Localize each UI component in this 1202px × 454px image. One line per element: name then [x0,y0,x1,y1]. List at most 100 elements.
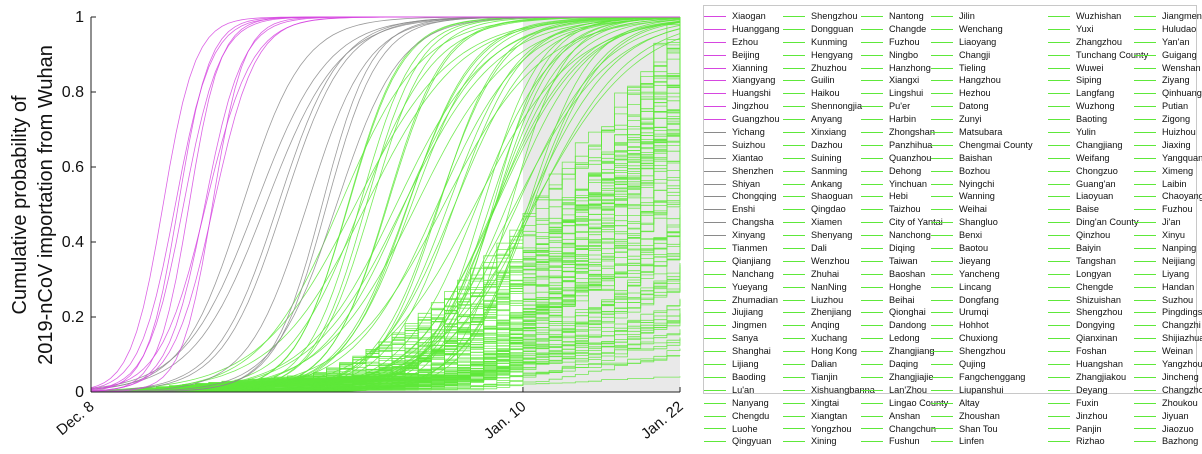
legend-swatch [861,16,883,17]
legend-label: Yulin [1076,126,1096,139]
legend-swatch [783,196,805,197]
legend-swatch [931,222,953,223]
legend-label: Baiyin [1076,242,1101,255]
legend-swatch [931,119,953,120]
legend-item: Baoding [704,371,780,384]
legend-label: Shengzhou [811,10,858,23]
legend-label: Matsubara [959,126,1002,139]
legend-item: Tieling [931,62,1033,75]
legend-swatch [1134,390,1156,391]
legend-item: Jingzhou [704,100,780,113]
legend-swatch [861,171,883,172]
legend-item: Nanyang [704,397,780,410]
legend-label: Anshan [889,410,920,423]
legend-swatch [783,16,805,17]
legend-swatch [1134,196,1156,197]
legend-label: Zhenjiang [811,306,851,319]
legend-item: Shiyan [704,178,780,191]
legend-label: Luohe [732,423,758,436]
legend-label: Bozhou [959,165,990,178]
legend-label: Harbin [889,113,916,126]
legend-label: Zhangjiakou [1076,371,1126,384]
x-tick-labels: Dec. 8 Jan. 10 Jan. 22 [53,398,686,443]
legend-label: Lijiang [732,358,759,371]
legend-label: Panjin [1076,423,1102,436]
legend-label: Yongzhou [811,423,852,436]
legend-swatch [704,261,726,262]
legend-item: Suzhou [1134,294,1202,307]
legend-label: Wanning [959,190,995,203]
legend-swatch [861,55,883,56]
legend-item: Zhoushan [931,410,1033,423]
legend-label: Jieyang [959,255,991,268]
legend-label: Guigang [1162,49,1197,62]
legend-label: Daqing [889,358,918,371]
legend-label: Honghe [889,281,921,294]
legend-item: Huangshi [704,87,780,100]
legend-swatch [1134,403,1156,404]
legend-swatch [1048,416,1070,417]
legend-swatch [704,132,726,133]
legend-label: Quanzhou [889,152,931,165]
legend-item: Liupanshui [931,384,1033,397]
legend-swatch [861,119,883,120]
legend-swatch [783,351,805,352]
legend-label: Jingmen [732,319,767,332]
x-tick-label: Dec. 8 [53,398,97,439]
legend-label: Tianjin [811,371,838,384]
legend-label: Yuxi [1076,23,1093,36]
legend-item: Shengzhou [931,345,1033,358]
legend-item: Hangzhou [931,74,1033,87]
legend-label: Qionghai [889,306,926,319]
legend-column: Jilin Wenchang Liaoyang Changji Tieling Hangz… [931,10,1033,448]
legend-label: Ezhou [732,36,758,49]
legend-label: Panzhihua [889,139,932,152]
legend-swatch [861,325,883,326]
legend-swatch [861,29,883,30]
legend-label: Taiwan [889,255,918,268]
legend-label: Chaoyang [1162,190,1202,203]
legend-label: Dongfang [959,294,999,307]
legend-swatch [1134,171,1156,172]
legend-swatch [861,184,883,185]
legend-item: Weihai [931,203,1033,216]
legend-swatch [1048,441,1070,442]
legend-swatch [861,351,883,352]
legend-swatch [861,261,883,262]
legend-item: Wenchang [931,23,1033,36]
legend-swatch [783,364,805,365]
legend-label: Handan [1162,281,1194,294]
legend-label: Zhoushan [959,410,1000,423]
legend-label: Liuzhou [811,294,843,307]
legend-swatch [1134,325,1156,326]
legend-item: Yangzhou [1134,358,1202,371]
legend-label: Weinan [1162,345,1193,358]
legend-swatch [704,196,726,197]
legend-label: Suizhou [732,139,765,152]
legend-swatch [1048,42,1070,43]
legend-label: Xiangyang [732,74,775,87]
legend-swatch [704,287,726,288]
legend-label: Hanzhong [889,62,931,75]
legend-swatch [704,403,726,404]
y-tick-labels: 00.20.40.60.81 [62,9,84,401]
legend-label: Beihai [889,294,915,307]
legend-item: Fuzhou [1134,203,1202,216]
legend-swatch [1048,287,1070,288]
legend-swatch [861,274,883,275]
legend-label: Ledong [889,332,920,345]
legend-label: Putian [1162,100,1188,113]
legend-item: Yangquan [1134,152,1202,165]
legend-swatch [1134,119,1156,120]
legend-swatch [861,42,883,43]
legend-swatch [1048,132,1070,133]
legend-item: Linfen [931,435,1033,448]
legend-item: Jiangmen [1134,10,1202,23]
legend-label: Nanping [1162,242,1196,255]
legend-label: Weihai [959,203,987,216]
legend-label: Ankang [811,178,842,191]
legend-swatch [783,68,805,69]
legend-swatch [1134,29,1156,30]
legend-swatch [861,209,883,210]
legend-swatch [1048,80,1070,81]
